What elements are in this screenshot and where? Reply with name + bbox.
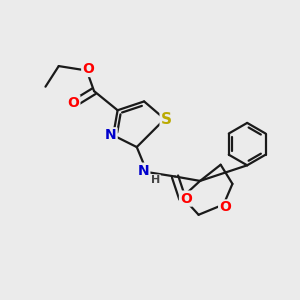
Text: N: N <box>138 164 149 178</box>
Text: O: O <box>68 96 80 110</box>
Text: O: O <box>180 192 192 206</box>
Text: N: N <box>105 128 117 142</box>
Text: H: H <box>151 175 160 185</box>
Text: O: O <box>219 200 231 214</box>
Text: S: S <box>161 112 172 127</box>
Text: O: O <box>82 62 94 76</box>
